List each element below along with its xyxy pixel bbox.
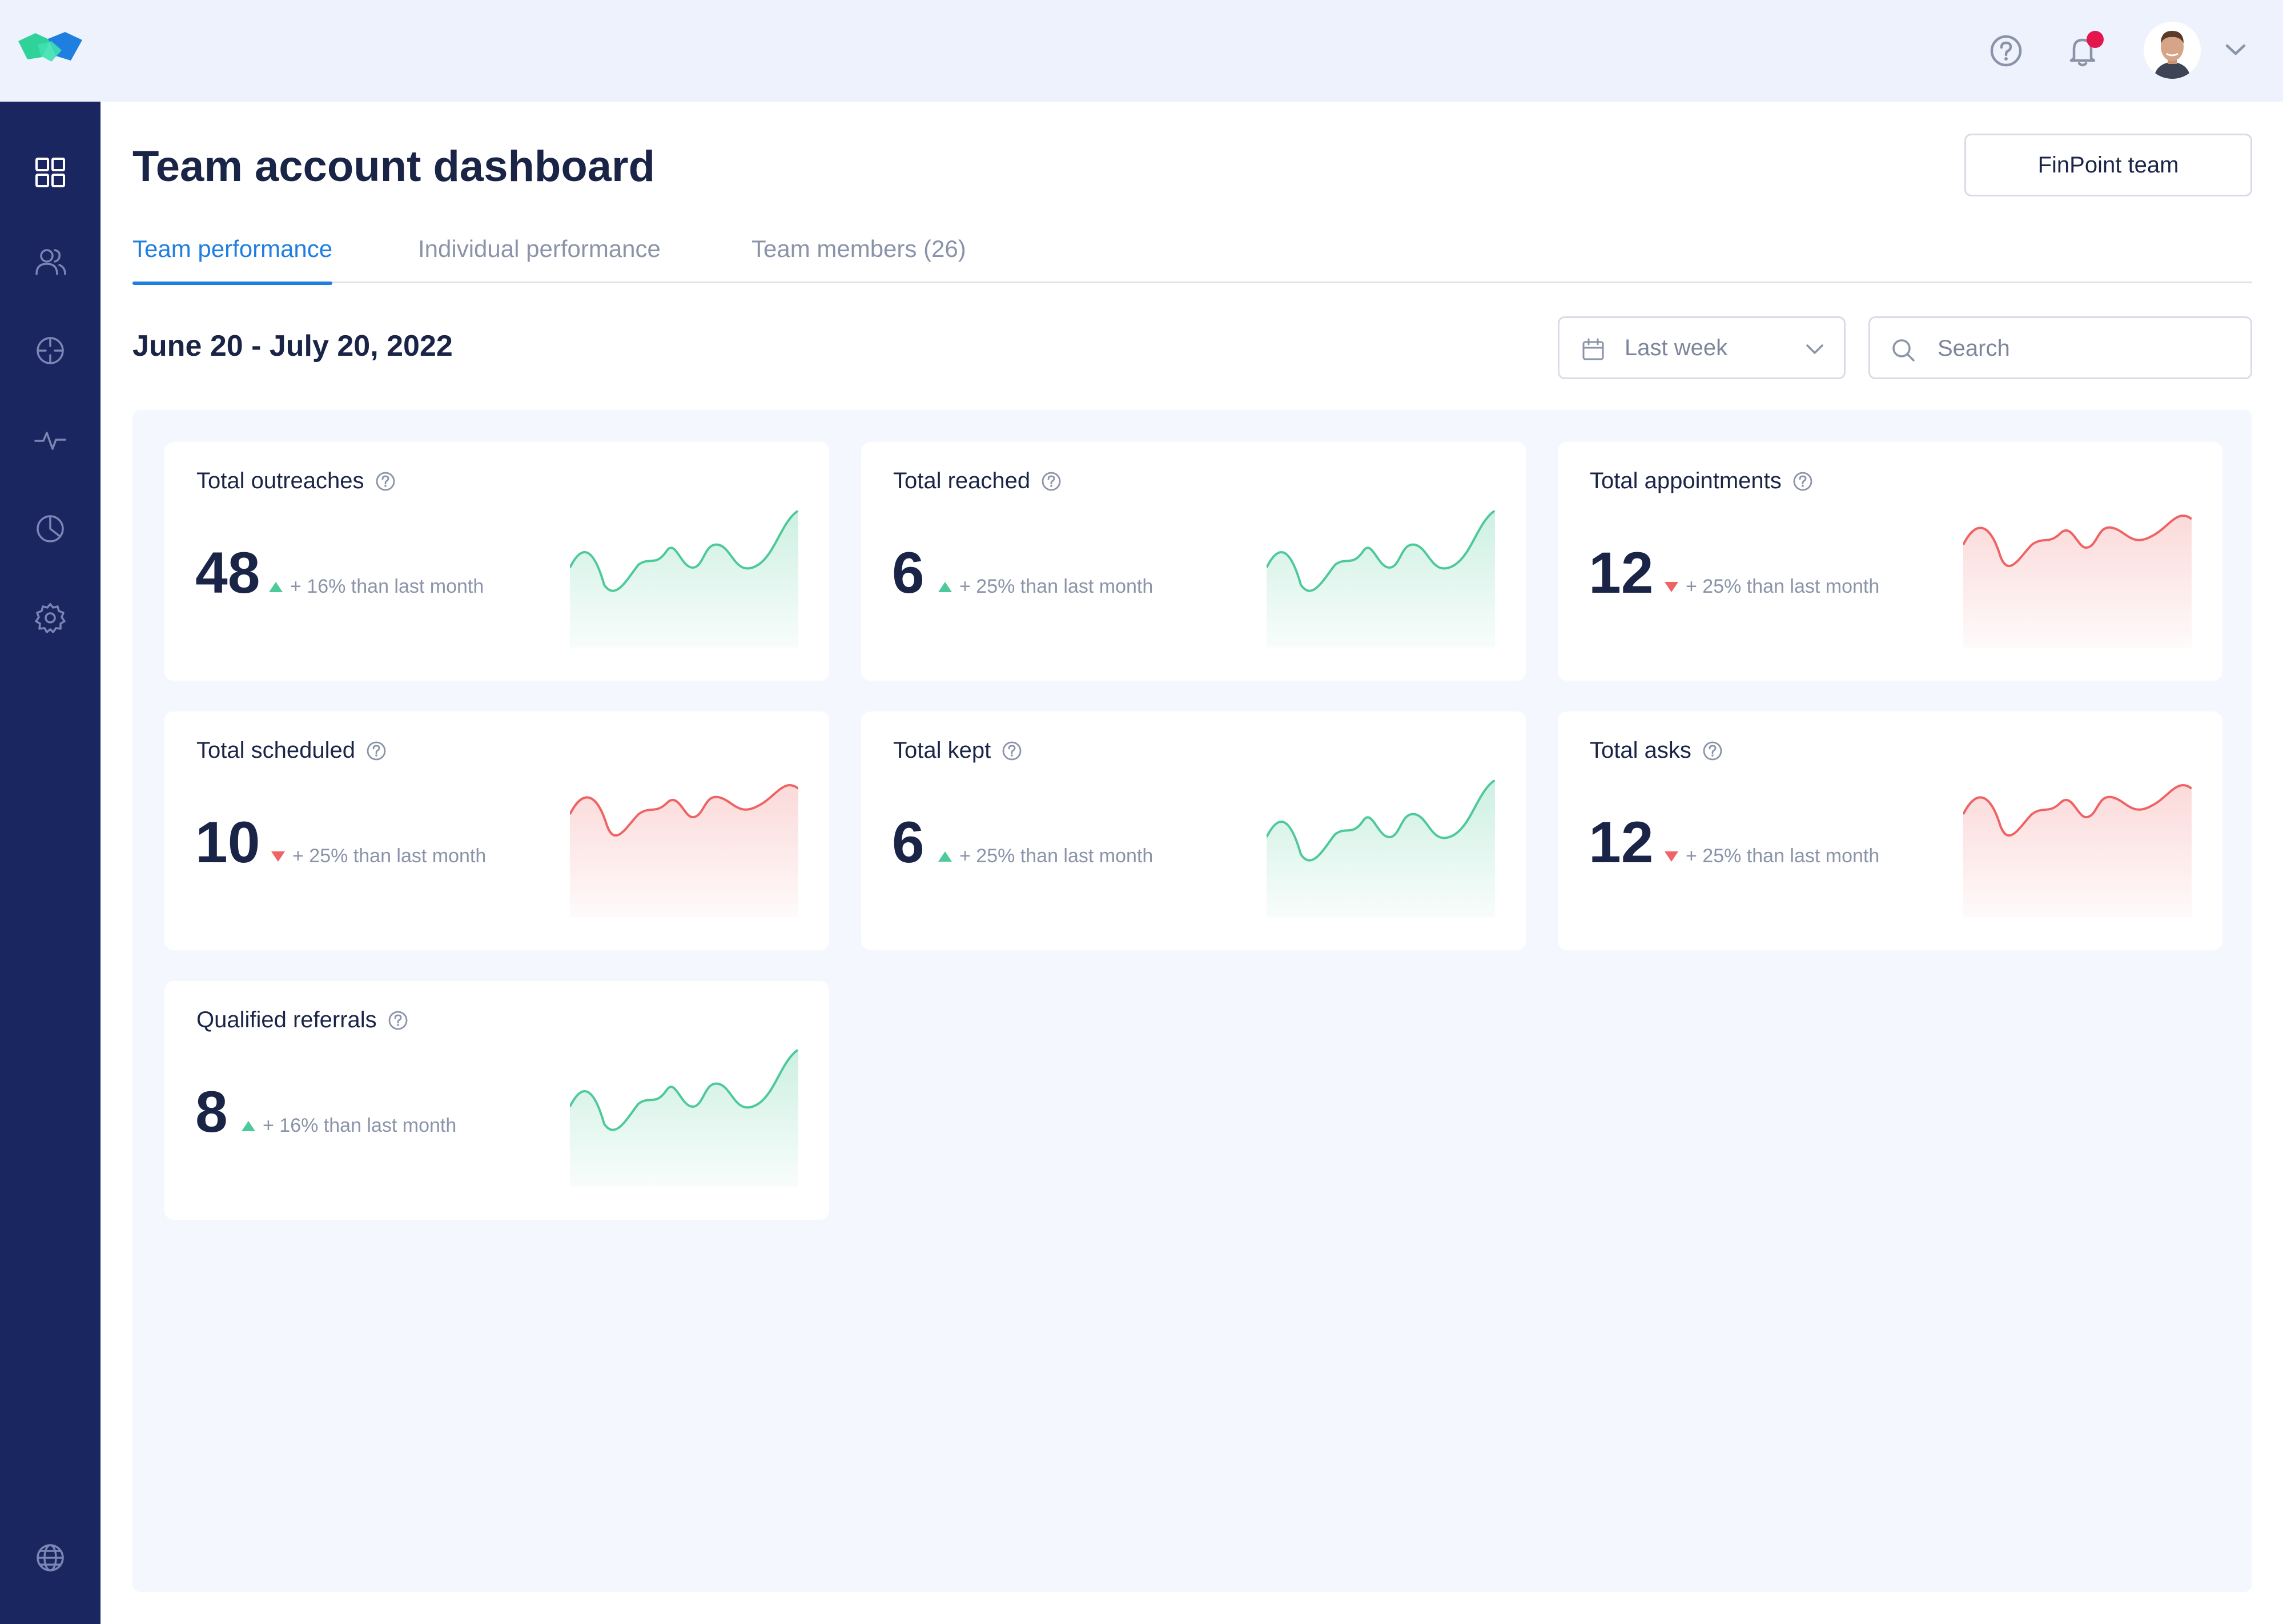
tab-team-members[interactable]: Team members (26) <box>751 235 966 262</box>
metric-delta: + 25% than last month <box>938 576 1153 598</box>
sidebar <box>0 102 101 1624</box>
date-range-label: June 20 - July 20, 2022 <box>132 329 453 363</box>
notification-bell-icon[interactable] <box>2063 31 2103 71</box>
search-box <box>1868 316 2252 379</box>
metric-card-title: Total outreaches <box>196 468 396 494</box>
tab-individual-performance[interactable]: Individual performance <box>418 235 661 262</box>
sparkline-chart <box>570 784 798 917</box>
help-icon[interactable] <box>1702 740 1723 762</box>
metric-card-appointments: Total appointments 12 + 25% than last mo… <box>1558 442 2222 681</box>
dashboard-grid-icon <box>35 158 65 187</box>
sparkline-chart <box>1963 784 2192 917</box>
metric-delta: + 25% than last month <box>1664 845 1879 867</box>
metric-card-title: Total appointments <box>1590 468 1814 494</box>
chevron-down-icon <box>1806 344 1823 354</box>
metric-card-title: Total asks <box>1590 738 1723 763</box>
sidebar-item-reports[interactable] <box>33 512 67 546</box>
gear-icon <box>35 603 66 633</box>
trend-up-icon <box>938 581 952 592</box>
metric-card-title: Total kept <box>893 738 1023 763</box>
metric-value: 12 <box>1589 540 1654 605</box>
metrics-panel: Total outreaches 48 + 16% than last mont… <box>132 410 2252 1592</box>
metric-card-asks: Total asks 12 + 25% than last month <box>1558 711 2222 950</box>
handshake-logo-icon[interactable] <box>16 27 85 71</box>
metric-delta: + 25% than last month <box>271 845 486 867</box>
help-icon[interactable] <box>387 1010 409 1031</box>
sparkline-chart <box>570 1050 798 1187</box>
sidebar-item-activity[interactable] <box>33 423 67 457</box>
avatar[interactable] <box>2144 22 2201 79</box>
metric-card-reached: Total reached 6 + 25% than last month <box>861 442 1526 681</box>
trend-up-icon <box>242 1120 255 1131</box>
trend-down-icon <box>1665 581 1678 592</box>
team-selector-button[interactable]: FinPoint team <box>1964 134 2252 196</box>
page-title: Team account dashboard <box>132 142 656 191</box>
user-photo-icon <box>2144 22 2201 79</box>
trend-up-icon <box>938 851 952 862</box>
help-icon[interactable] <box>1001 740 1023 762</box>
search-input[interactable] <box>1938 331 2234 366</box>
calendar-icon <box>1582 338 1604 360</box>
metric-delta: + 16% than last month <box>241 1115 456 1137</box>
sidebar-item-users[interactable] <box>33 244 67 279</box>
metric-value: 48 <box>195 540 260 605</box>
metric-card-outreaches: Total outreaches 48 + 16% than last mont… <box>164 442 829 681</box>
help-icon[interactable] <box>1986 31 2026 71</box>
sidebar-item-language[interactable] <box>33 1541 67 1575</box>
chevron-down-icon[interactable] <box>2222 40 2249 59</box>
sidebar-item-settings[interactable] <box>33 601 67 635</box>
metric-card-title: Total reached <box>893 468 1062 494</box>
metric-card-title: Qualified referrals <box>196 1007 409 1033</box>
trend-down-icon <box>1665 851 1678 862</box>
metric-card-kept: Total kept 6 + 25% than last month <box>861 711 1526 950</box>
globe-icon <box>37 1544 64 1571</box>
trend-down-icon <box>271 851 285 862</box>
top-bar <box>0 0 2283 102</box>
metric-card-title: Total scheduled <box>196 738 387 763</box>
metric-value: 12 <box>1589 810 1654 875</box>
metric-card-scheduled: Total scheduled 10 + 25% than last month <box>164 711 829 950</box>
help-icon[interactable] <box>1792 471 1814 492</box>
sidebar-item-dashboard[interactable] <box>33 155 67 190</box>
metric-value: 6 <box>892 810 925 875</box>
sparkline-chart <box>1963 514 2192 648</box>
metric-delta: + 25% than last month <box>938 845 1153 867</box>
target-icon <box>37 337 64 364</box>
sparkline-chart <box>1267 780 1495 917</box>
pie-chart-icon <box>37 515 64 542</box>
tab-bar: Team performance Individual performance … <box>132 228 2252 285</box>
help-icon[interactable] <box>375 471 396 492</box>
users-icon <box>35 249 66 275</box>
metric-value: 10 <box>195 810 260 875</box>
metric-value: 8 <box>195 1079 228 1144</box>
help-icon[interactable] <box>365 740 387 762</box>
metric-delta: + 25% than last month <box>1664 576 1879 598</box>
sparkline-chart <box>570 510 798 648</box>
metric-card-qualified-referrals: Qualified referrals 8 + 16% than last mo… <box>164 981 829 1220</box>
metric-value: 6 <box>892 540 925 605</box>
help-icon[interactable] <box>1040 471 1062 492</box>
search-icon <box>1892 339 1915 361</box>
trend-up-icon <box>269 581 283 592</box>
tab-team-performance[interactable]: Team performance <box>132 235 333 285</box>
sidebar-item-target[interactable] <box>33 333 67 368</box>
metric-delta: + 16% than last month <box>268 576 484 598</box>
activity-icon <box>34 432 66 450</box>
notification-dot <box>2087 31 2104 48</box>
period-dropdown-value: Last week <box>1625 335 1728 360</box>
sparkline-chart <box>1267 510 1495 648</box>
period-dropdown[interactable]: Last week <box>1558 316 1846 379</box>
